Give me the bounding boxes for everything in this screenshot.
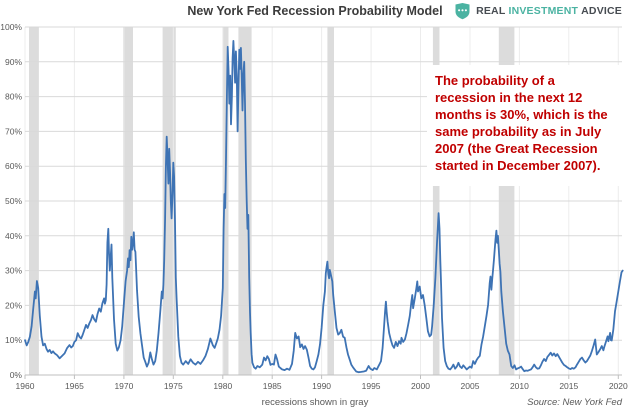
annotation-callout: The probability of a recession in the nex… [427, 65, 630, 186]
y-axis-tick-label: 10% [5, 335, 22, 345]
brand-logo: REAL INVESTMENT ADVICE [454, 2, 622, 20]
x-axis-tick-label: 1985 [263, 381, 282, 391]
y-axis-tick-label: 40% [5, 231, 22, 241]
x-axis-labels: 1960 1965 1970 1975 1980 1985 1990 1995 2000 2005… [16, 381, 628, 391]
x-axis-tick-label: 1995 [362, 381, 381, 391]
x-axis-ticks [24, 375, 619, 379]
y-axis-labels: 0% 10% 20% 30% 40% 50% 60% 70% 80% 90% 100% [0, 22, 22, 380]
y-axis-tick-label: 90% [5, 57, 22, 67]
y-axis-tick-label: 50% [5, 196, 22, 206]
annotation-text-line: started in December 2007). [435, 158, 601, 173]
x-axis-tick-label: 2020 [609, 381, 628, 391]
annotation-text-line: months is 30%, which is the [435, 107, 608, 122]
annotation-text-line: recession in the next 12 [435, 90, 583, 105]
page-title: New York Fed Recession Probability Model [187, 4, 443, 18]
x-axis-tick-label: 1975 [164, 381, 183, 391]
recessions-footnote: recessions shown in gray [261, 397, 369, 408]
shield-dots-icon [454, 2, 471, 20]
x-axis-tick-label: 2005 [461, 381, 480, 391]
y-axis-tick-label: 70% [5, 126, 22, 136]
x-axis-tick-label: 1980 [213, 381, 232, 391]
brand-word-investment: INVESTMENT [508, 5, 579, 17]
x-axis-tick-label: 2015 [559, 381, 578, 391]
x-axis-tick-label: 1960 [16, 381, 35, 391]
x-axis-tick-label: 1965 [65, 381, 84, 391]
x-axis-tick-label: 2000 [411, 381, 430, 391]
annotation-text-line: The probability of a [435, 73, 555, 88]
source-credit: Source: New York Fed [527, 397, 622, 408]
brand-word-real: REAL [476, 5, 506, 17]
y-axis-tick-label: 80% [5, 92, 22, 102]
x-axis-tick-label: 2010 [510, 381, 529, 391]
y-axis-tick-label: 60% [5, 161, 22, 171]
probability-line-series [24, 40, 624, 374]
y-axis-tick-label: 20% [5, 300, 22, 310]
annotation-text-line: 2007 (the Great Recession [435, 141, 598, 156]
y-axis-tick-label: 100% [0, 22, 22, 32]
y-axis-tick-label: 30% [5, 266, 22, 276]
brand-name: REAL INVESTMENT ADVICE [476, 5, 622, 17]
x-axis-tick-label: 1970 [114, 381, 133, 391]
x-axis-tick-label: 1990 [312, 381, 331, 391]
brand-word-advice: ADVICE [581, 5, 622, 17]
annotation-text-line: same probability as in July [435, 124, 602, 139]
y-axis-tick-label: 0% [10, 370, 23, 380]
